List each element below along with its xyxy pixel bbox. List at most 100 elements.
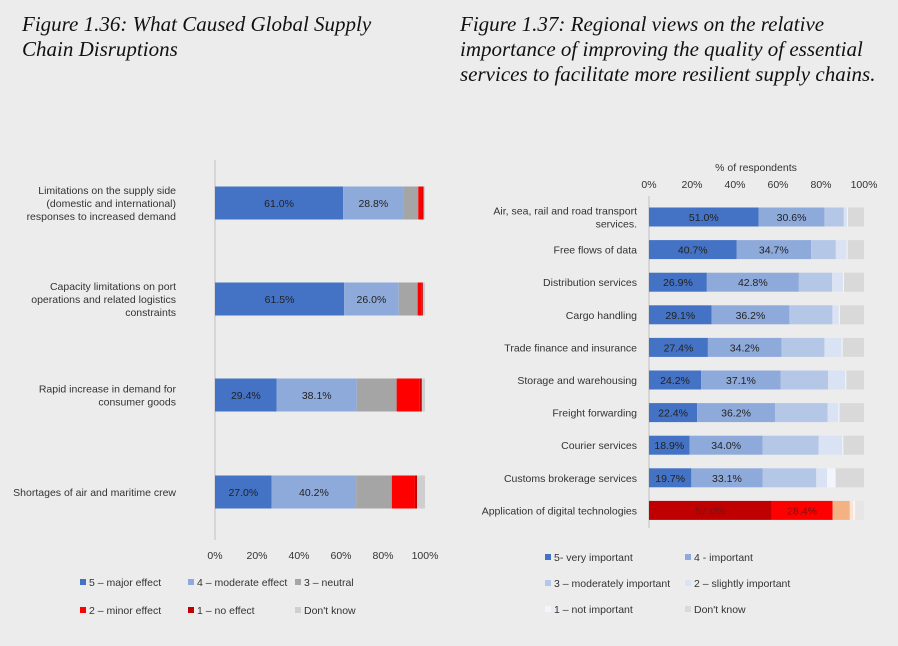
left-bar-segment xyxy=(422,186,424,220)
right-bar-segment xyxy=(691,468,763,488)
left-bar-segment xyxy=(215,378,277,412)
right-bar-segment xyxy=(841,337,843,357)
left-legend-swatch xyxy=(295,607,301,613)
right-bar-segment xyxy=(711,305,790,325)
left-bar-segment xyxy=(215,475,272,509)
left-data-label: 61.5% xyxy=(265,294,295,306)
right-data-label: 22.4% xyxy=(658,408,688,420)
right-data-label: 34.2% xyxy=(730,342,760,354)
right-bar-segment xyxy=(649,337,708,357)
left-data-label: 40.2% xyxy=(299,487,329,499)
right-category-label: Courier services xyxy=(561,440,637,452)
left-bar-segment xyxy=(423,186,425,220)
right-bar-segment xyxy=(824,337,842,357)
right-bar-segment xyxy=(649,370,702,390)
right-bar-segment xyxy=(649,500,772,520)
right-data-label: 36.2% xyxy=(736,310,766,322)
left-bar-segment xyxy=(403,186,419,220)
right-x-tick-label: 40% xyxy=(724,179,745,191)
right-bar-segment xyxy=(771,500,833,520)
right-bar-segment xyxy=(855,500,864,520)
right-bar-segment xyxy=(846,240,848,260)
left-legend-label: Don't know xyxy=(304,605,356,617)
right-category-label: Air, sea, rail and road transport xyxy=(493,206,637,218)
right-bar-segment xyxy=(762,468,817,488)
right-data-label: 57.0% xyxy=(695,505,725,517)
left-bar-segment xyxy=(356,475,392,509)
left-bar-segment xyxy=(398,282,418,316)
left-x-tick-label: 40% xyxy=(288,550,309,562)
right-bar-segment xyxy=(649,240,737,260)
right-bar-segment xyxy=(649,305,712,325)
right-bar-segment xyxy=(811,240,836,260)
right-legend-swatch xyxy=(545,554,551,560)
right-bar-segment xyxy=(849,500,854,520)
right-bar-segment xyxy=(707,337,782,357)
right-bar-segment xyxy=(842,337,864,357)
right-bar-segment xyxy=(789,305,833,325)
right-category-label: Trade finance and insurance xyxy=(504,342,637,354)
right-legend-label: 5- very important xyxy=(554,552,633,564)
left-legend-label: 3 – neutral xyxy=(304,577,354,589)
left-category-label: Capacity limitations on port xyxy=(50,281,176,293)
left-x-tick-label: 20% xyxy=(246,550,267,562)
right-bar-segment xyxy=(649,272,707,292)
right-legend-swatch xyxy=(685,606,691,612)
left-category-label: operations and related logistics xyxy=(31,294,176,306)
right-data-label: 34.0% xyxy=(711,440,741,452)
left-category-label: Limitations on the supply side xyxy=(38,185,176,197)
left-x-tick-label: 100% xyxy=(412,550,439,562)
right-legend-swatch xyxy=(685,580,691,586)
left-bar-segment xyxy=(417,282,422,316)
left-bar-segment xyxy=(421,282,423,316)
right-bar-segment xyxy=(798,272,833,292)
right-bar-segment xyxy=(649,403,698,423)
left-bar-segment xyxy=(396,378,420,412)
right-bar-segment xyxy=(838,403,840,423)
right-data-label: 24.2% xyxy=(660,375,690,387)
left-legend-label: 5 – major effect xyxy=(89,577,161,589)
left-data-label: 29.4% xyxy=(231,390,261,402)
right-bar-segment xyxy=(843,207,848,227)
right-bar-segment xyxy=(774,403,828,423)
left-x-tick-label: 0% xyxy=(207,550,222,562)
left-category-label: Rapid increase in demand for xyxy=(39,384,177,396)
right-data-label: 36.2% xyxy=(721,408,751,420)
right-x-tick-label: 60% xyxy=(767,179,788,191)
right-bar-segment xyxy=(828,370,846,390)
left-data-label: 26.0% xyxy=(357,294,387,306)
right-bar-segment xyxy=(781,337,825,357)
right-bar-segment xyxy=(842,272,845,292)
left-legend-label: 2 – minor effect xyxy=(89,605,161,617)
right-data-label: 37.1% xyxy=(726,375,756,387)
left-legend-swatch xyxy=(80,579,86,585)
right-category-label: Distribution services xyxy=(543,277,637,289)
left-category-label: consumer goods xyxy=(98,397,176,409)
left-bar-segment xyxy=(414,475,418,509)
right-bar-segment xyxy=(827,403,839,423)
right-bar-segment xyxy=(689,435,763,455)
right-category-label: Freight forwarding xyxy=(552,408,637,420)
left-legend-label: 1 – no effect xyxy=(197,605,255,617)
right-category-label: Customs brokerage services xyxy=(504,473,637,485)
right-x-tick-label: 0% xyxy=(641,179,656,191)
right-data-label: 26.9% xyxy=(663,277,693,289)
right-category-label: services. xyxy=(596,219,637,231)
right-bar-segment xyxy=(839,305,864,325)
left-bar-segment xyxy=(271,475,357,509)
right-legend-label: 3 – moderately important xyxy=(554,578,670,590)
right-data-label: 27.4% xyxy=(664,342,694,354)
right-bar-segment xyxy=(706,272,799,292)
right-bar-segment xyxy=(824,207,844,227)
left-bar-segment xyxy=(391,475,415,509)
right-category-label: Storage and warehousing xyxy=(517,375,637,387)
left-category-label: constraints xyxy=(125,307,176,319)
right-x-tick-label: 80% xyxy=(810,179,831,191)
right-bar-segment xyxy=(758,207,825,227)
left-legend-swatch xyxy=(188,607,194,613)
right-bar-segment xyxy=(839,403,864,423)
left-data-label: 28.8% xyxy=(358,198,388,210)
right-bar-segment xyxy=(649,468,692,488)
left-data-label: 61.0% xyxy=(264,198,294,210)
left-figure-title: Figure 1.36: What Caused Global Supply C… xyxy=(22,12,372,61)
